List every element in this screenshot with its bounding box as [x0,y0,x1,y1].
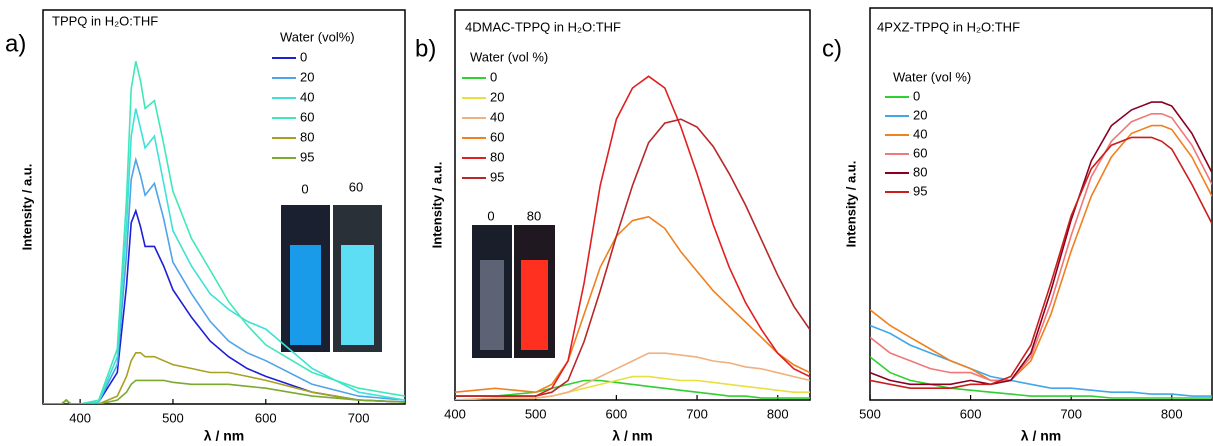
plot-frame [869,7,1213,401]
legend-label: 20 [300,69,314,84]
x-tick-label: 400 [69,410,91,425]
x-axis-label: λ / nm [612,428,652,444]
spectrum-line [870,101,1212,386]
legend-label: 60 [300,109,314,124]
spectrum-line [43,208,405,404]
inset-label: 0 [301,181,308,196]
chart-title: TPPQ in H₂O:THF [52,13,158,28]
legend-label: 60 [913,145,927,160]
panel-label: c) [822,35,842,62]
x-tick-label: 800 [1161,406,1183,421]
x-tick-label: 700 [686,406,708,421]
legend-label: 40 [300,89,314,104]
spectrum-line [43,352,405,404]
spectrum-line [43,61,405,404]
legend-label: 60 [490,129,504,144]
inset-label: 0 [487,208,494,223]
x-axis-label: λ / nm [204,428,244,444]
plot-frame [42,9,406,405]
inset-photos [281,205,555,358]
x-axis-label: λ / nm [1021,428,1061,444]
legend-label: 20 [913,107,927,122]
spectrum-line [455,118,810,397]
spectrum-line [455,352,810,400]
legend-title: Water (vol %) [470,49,548,64]
y-axis-label: Intensity / a.u. [19,164,34,251]
x-tick-label: 700 [1060,406,1082,421]
legend-title: Water (vol%) [280,29,355,44]
spectrum-line [43,379,405,404]
legend-label: 0 [913,88,920,103]
spectrum-line [870,324,1212,397]
spectrum-line [43,108,405,404]
legend-label: 95 [300,149,314,164]
y-axis-label: Intensity / a.u. [843,161,858,248]
legend-label: 80 [300,129,314,144]
spectrum-line [870,356,1212,399]
legend-label: 95 [490,169,504,184]
inset-label: 60 [349,179,363,194]
x-tick-label: 700 [348,410,370,425]
spectrum-line [455,379,810,399]
panel-label: a) [5,30,26,57]
spectrum-line [870,113,1212,382]
photo-glow [521,260,548,350]
x-tick-label: 500 [162,410,184,425]
x-tick-label: 400 [444,406,466,421]
x-tick-label: 500 [525,406,547,421]
panel-label: b) [415,35,436,62]
plot-frame [454,9,811,401]
legend-label: 40 [913,126,927,141]
legend-label: 0 [490,69,497,84]
legend-label: 20 [490,89,504,104]
legend-label: 0 [300,49,307,64]
spectrum-line [455,215,810,394]
x-tick-label: 600 [960,406,982,421]
photo-glow [480,260,504,350]
legend-label: 80 [490,149,504,164]
spectrum-line [455,75,810,397]
legend-title: Water (vol %) [893,69,971,84]
inset-label: 80 [527,208,541,223]
x-tick-label: 600 [255,410,277,425]
spectrum-line [870,136,1212,389]
chart-title: 4DMAC-TPPQ in H₂O:THF [465,19,621,34]
x-tick-label: 800 [767,406,789,421]
chart-title: 4PXZ-TPPQ in H₂O:THF [877,19,1020,34]
x-tick-label: 600 [606,406,628,421]
legend-label: 40 [490,109,504,124]
spectrum-line [43,156,405,404]
y-axis-label: Intensity / a.u. [429,162,444,249]
photo-glow [290,245,321,345]
legend-label: 80 [913,164,927,179]
x-tick-label: 500 [859,406,881,421]
spectrum-line [870,124,1212,382]
legend-label: 95 [913,183,927,198]
photo-glow [341,245,374,345]
